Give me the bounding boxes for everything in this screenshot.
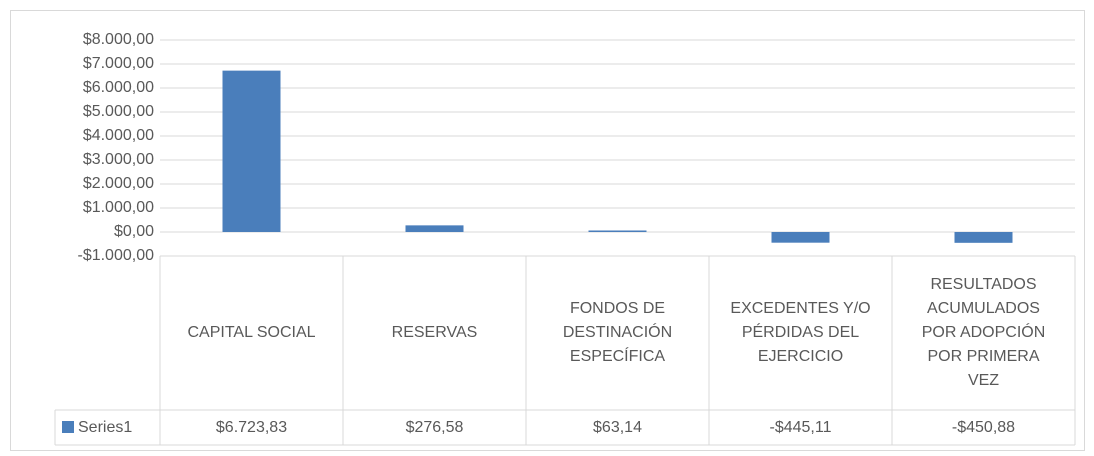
y-tick-label: $6.000,00 (83, 79, 154, 96)
category-label: FONDOS DE DESTINACIÓN ESPECÍFICA (562, 300, 673, 365)
bar (222, 70, 281, 232)
data-table-value: $63,14 (593, 418, 642, 436)
bar (405, 225, 464, 232)
data-table-value: $276,58 (405, 418, 464, 436)
y-tick-label: $0,00 (114, 223, 154, 240)
data-table-value: $6.723,83 (215, 418, 288, 436)
bar (588, 230, 647, 232)
y-tick-label: $3.000,00 (83, 151, 154, 168)
category-label: CAPITAL SOCIAL (187, 324, 316, 341)
data-table-value: -$445,11 (769, 418, 832, 436)
legend-label: Series1 (78, 419, 132, 436)
y-tick-label: $7.000,00 (83, 55, 154, 72)
y-tick-label: $8.000,00 (83, 31, 154, 48)
y-tick-label: -$1.000,00 (77, 247, 154, 264)
category-label: RESULTADOS ACUMULADOS POR ADOPCIÓN POR P… (921, 276, 1046, 389)
y-tick-label: $2.000,00 (83, 175, 154, 192)
category-label: RESERVAS (391, 324, 478, 341)
bar (954, 232, 1013, 243)
data-table-value: -$450,88 (951, 418, 1016, 436)
legend-swatch (62, 421, 74, 433)
y-tick-label: $5.000,00 (83, 103, 154, 120)
y-tick-label: $1.000,00 (83, 199, 154, 216)
bar (771, 232, 830, 243)
category-label: EXCEDENTES Y/O PÉRDIDAS DEL EJERCICIO (730, 300, 871, 365)
y-tick-label: $4.000,00 (83, 127, 154, 144)
chart-border (10, 10, 1085, 451)
